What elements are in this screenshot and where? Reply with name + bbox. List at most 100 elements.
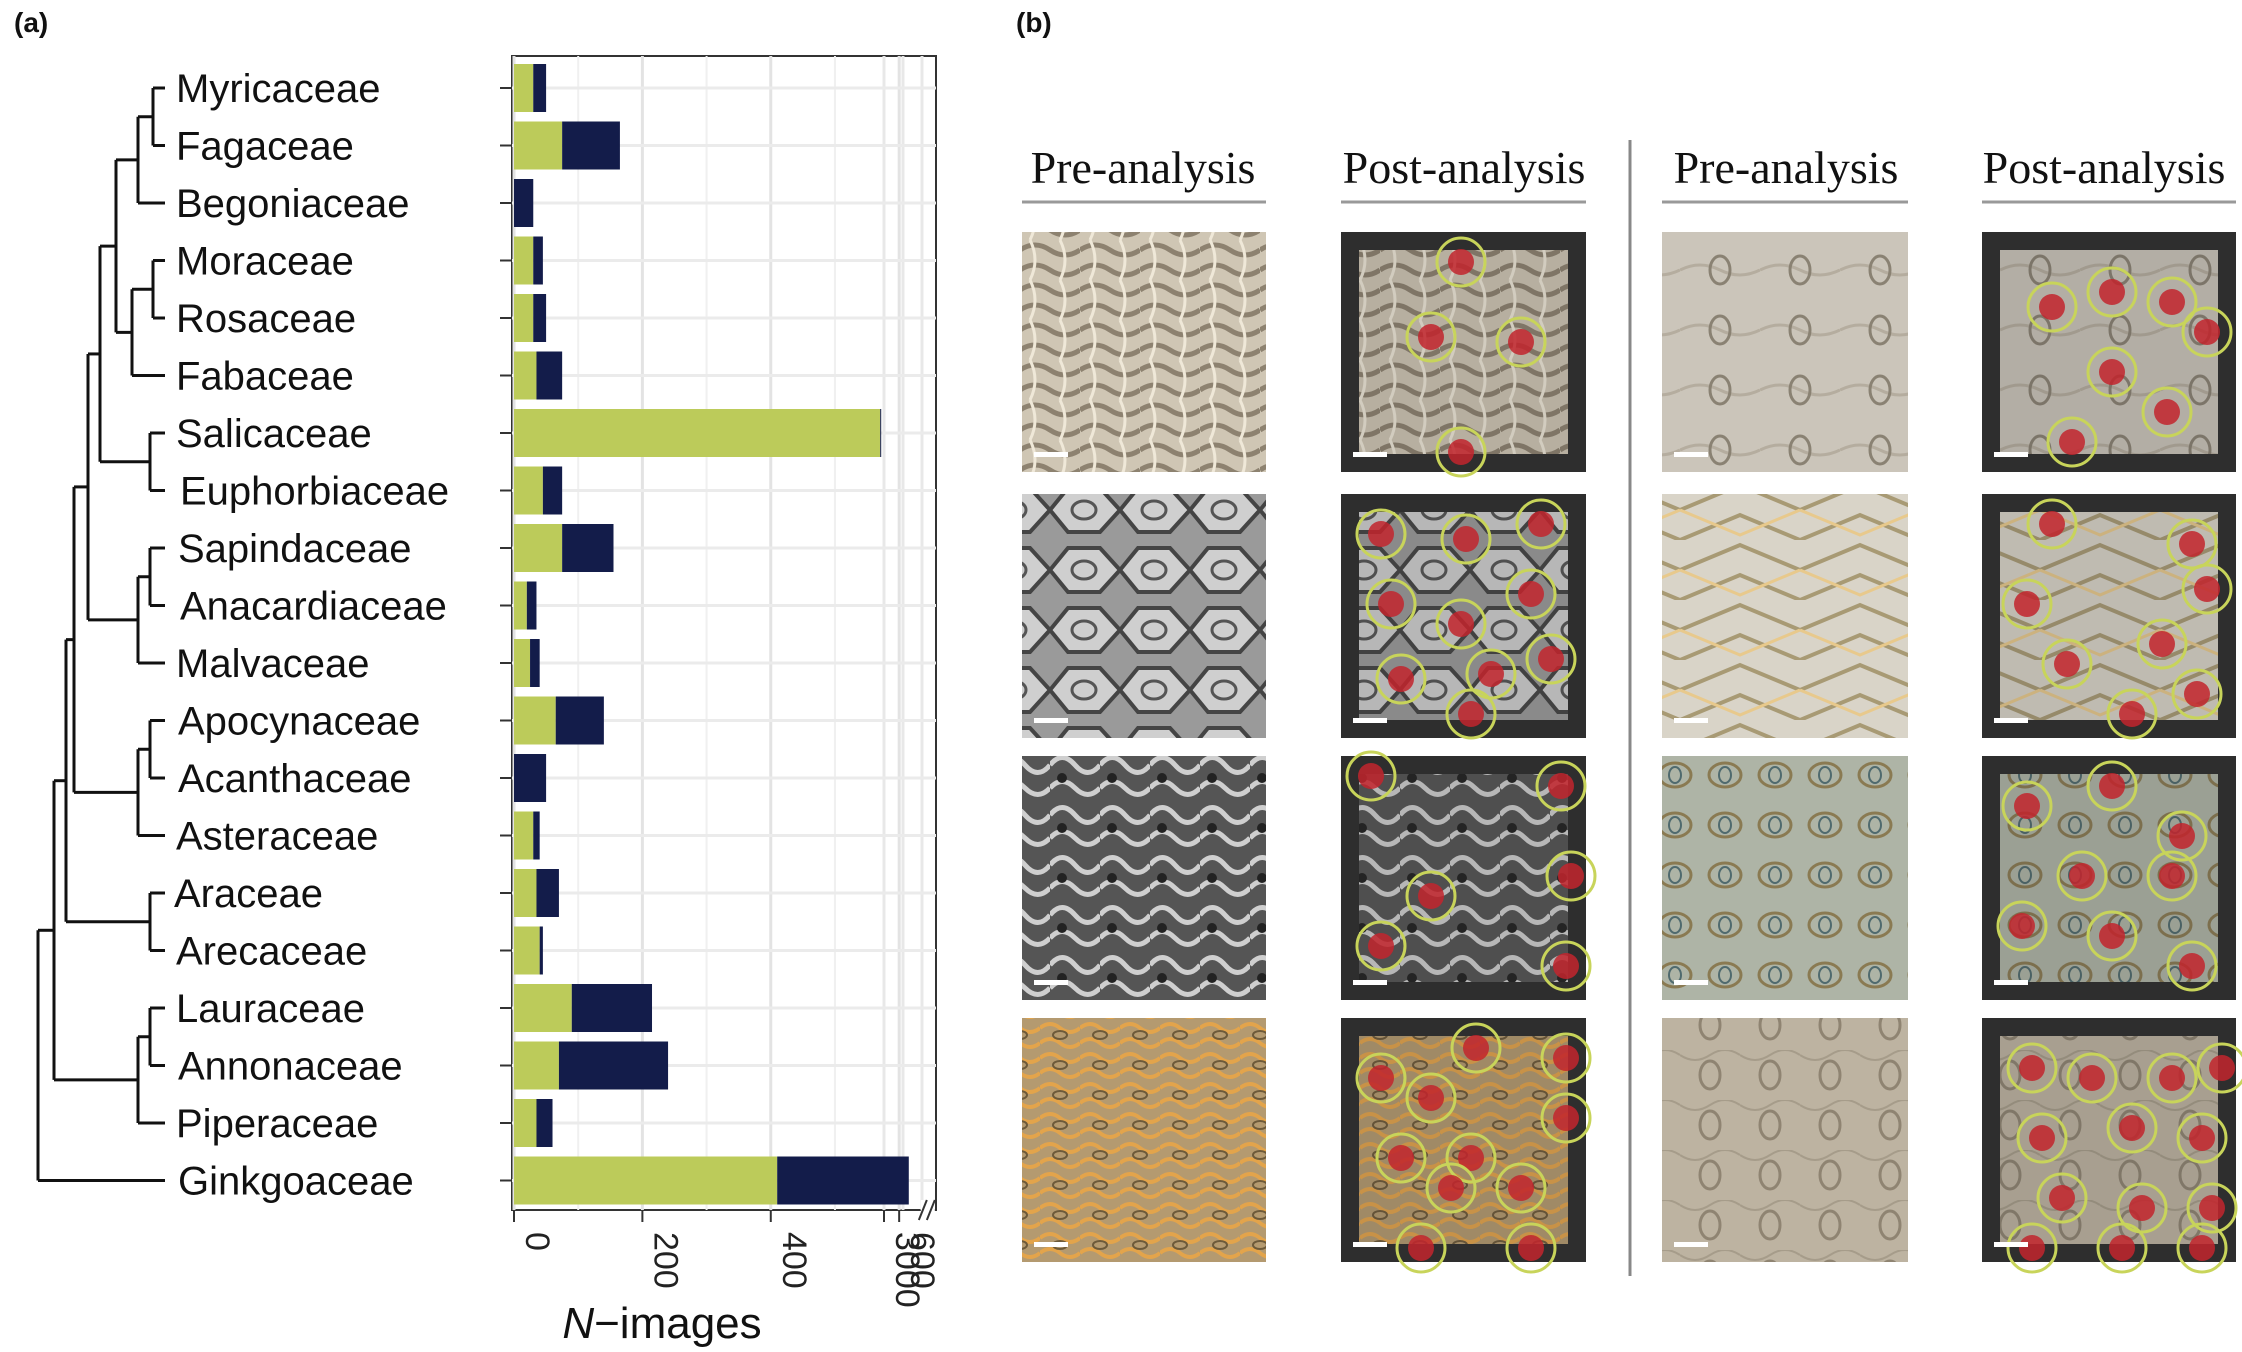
family-label: Malvaceae <box>176 642 369 686</box>
post-analysis-image <box>1982 232 2236 472</box>
detection-circle <box>1435 426 1487 478</box>
x-axis-label: N−images <box>562 1299 761 1348</box>
family-labels: Myricaceae Fagaceae Begoniaceae Moraceae Ros… <box>174 67 449 1204</box>
stoma-marker <box>1448 439 1474 465</box>
stoma-marker <box>2019 1055 2045 1081</box>
phylogenetic-tree <box>36 86 165 1182</box>
stoma-marker <box>2209 1055 2235 1081</box>
stoma-marker <box>2159 1065 2185 1091</box>
pre-analysis-image <box>1022 494 1266 738</box>
stoma-marker <box>2154 399 2180 425</box>
detection-circle <box>2046 416 2098 468</box>
x-tick-label: 400 <box>775 1232 813 1289</box>
stoma-marker <box>2189 1235 2215 1261</box>
family-label: Myricaceae <box>176 67 381 111</box>
bar-9-series-1 <box>526 581 537 630</box>
axis-break-mark <box>917 1199 928 1221</box>
stoma-marker <box>1458 701 1484 727</box>
scale-bar <box>1034 452 1068 457</box>
detection-circle <box>1425 1162 1477 1214</box>
scale-bar <box>1994 1242 2028 1247</box>
micrograph-tiles <box>1022 232 2242 1274</box>
stoma-marker <box>2119 1115 2145 1141</box>
bar-18-series-1 <box>536 1099 553 1147</box>
scale-bar <box>1034 1242 1068 1247</box>
stoma-marker <box>1518 581 1544 607</box>
x-tick-label: 3000 <box>888 1232 926 1308</box>
family-label: Apocynaceae <box>178 700 420 744</box>
bar-13-series-0 <box>514 811 534 860</box>
detection-circle <box>2106 1102 2158 1154</box>
family-label: Asteraceae <box>176 815 378 859</box>
bar-4-series-0 <box>514 294 534 342</box>
stoma-marker <box>1538 646 1564 672</box>
detection-circle <box>1515 498 1567 550</box>
stoma-marker <box>2019 1235 2045 1261</box>
stoma-marker <box>2029 1125 2055 1151</box>
detection-circle <box>2066 1052 2118 1104</box>
bar-7-series-0 <box>514 466 543 515</box>
detection-circle <box>2176 1112 2228 1164</box>
detection-circle <box>2136 618 2188 670</box>
stoma-marker <box>1508 329 1534 355</box>
detection-circle <box>2036 1172 2088 1224</box>
detection-circle <box>1440 513 1492 565</box>
stoma-marker <box>2199 1195 2225 1221</box>
post-analysis-image <box>1982 756 2236 1000</box>
pre-analysis-image <box>1662 756 1908 1000</box>
stoma-marker <box>2054 651 2080 677</box>
bar-18-series-0 <box>514 1099 537 1147</box>
detection-circle <box>1405 311 1457 363</box>
family-label: Piperaceae <box>176 1102 378 1146</box>
stoma-marker <box>1378 591 1404 617</box>
stoma-marker <box>2179 531 2205 557</box>
bar-3-series-1 <box>533 236 543 285</box>
detection-circle <box>2086 346 2138 398</box>
bar-11-series-0 <box>514 696 556 745</box>
stoma-marker <box>2169 823 2195 849</box>
pre-analysis-image <box>1662 232 1908 472</box>
panel-b-label: (b) <box>1016 7 1052 38</box>
col-header-3: Pre-analysis <box>1674 142 1899 193</box>
stoma-marker <box>1438 1175 1464 1201</box>
detection-circle <box>2106 688 2158 740</box>
detection-circle <box>1540 1092 1592 1144</box>
detection-circle <box>2001 780 2053 832</box>
bar-17-series-0 <box>514 1041 559 1090</box>
detection-circle <box>1395 1222 1447 1274</box>
bar-15-series-0 <box>514 926 540 975</box>
stoma-marker <box>2059 429 2085 455</box>
detection-circle <box>1535 760 1587 812</box>
bar-8-series-0 <box>514 524 563 572</box>
detection-circle <box>2086 266 2138 318</box>
stoma-marker <box>1478 661 1504 687</box>
detection-circle <box>2166 940 2218 992</box>
col-header-4: Post-analysis <box>1983 142 2226 193</box>
bar-0-series-0 <box>514 64 534 112</box>
scale-bar <box>1034 718 1068 723</box>
stoma-marker <box>2014 793 2040 819</box>
bar-6-series-1 <box>880 409 882 457</box>
bar-14-series-0 <box>514 869 537 917</box>
family-label: Moraceae <box>176 240 354 284</box>
bar-17-series-1 <box>558 1041 669 1090</box>
pre-analysis-image <box>1022 1018 1266 1262</box>
bar-13-series-1 <box>533 811 540 860</box>
detection-circle <box>2181 306 2233 358</box>
post-analysis-image <box>1341 750 1597 1000</box>
stoma-marker <box>2069 863 2095 889</box>
bar-4-series-1 <box>533 294 547 342</box>
family-label: Rosaceae <box>176 297 356 341</box>
family-label: Annonaceae <box>178 1045 403 1089</box>
post-analysis-image <box>1341 1018 1592 1274</box>
stoma-marker <box>1418 883 1444 909</box>
bar-12-series-1 <box>514 754 547 802</box>
stoma-marker <box>1508 1175 1534 1201</box>
stoma-marker <box>2179 953 2205 979</box>
stoma-marker <box>1453 526 1479 552</box>
stoma-marker <box>1448 611 1474 637</box>
scale-bar <box>1674 980 1708 985</box>
stoma-marker <box>1553 1105 1579 1131</box>
stoma-marker <box>1358 763 1384 789</box>
